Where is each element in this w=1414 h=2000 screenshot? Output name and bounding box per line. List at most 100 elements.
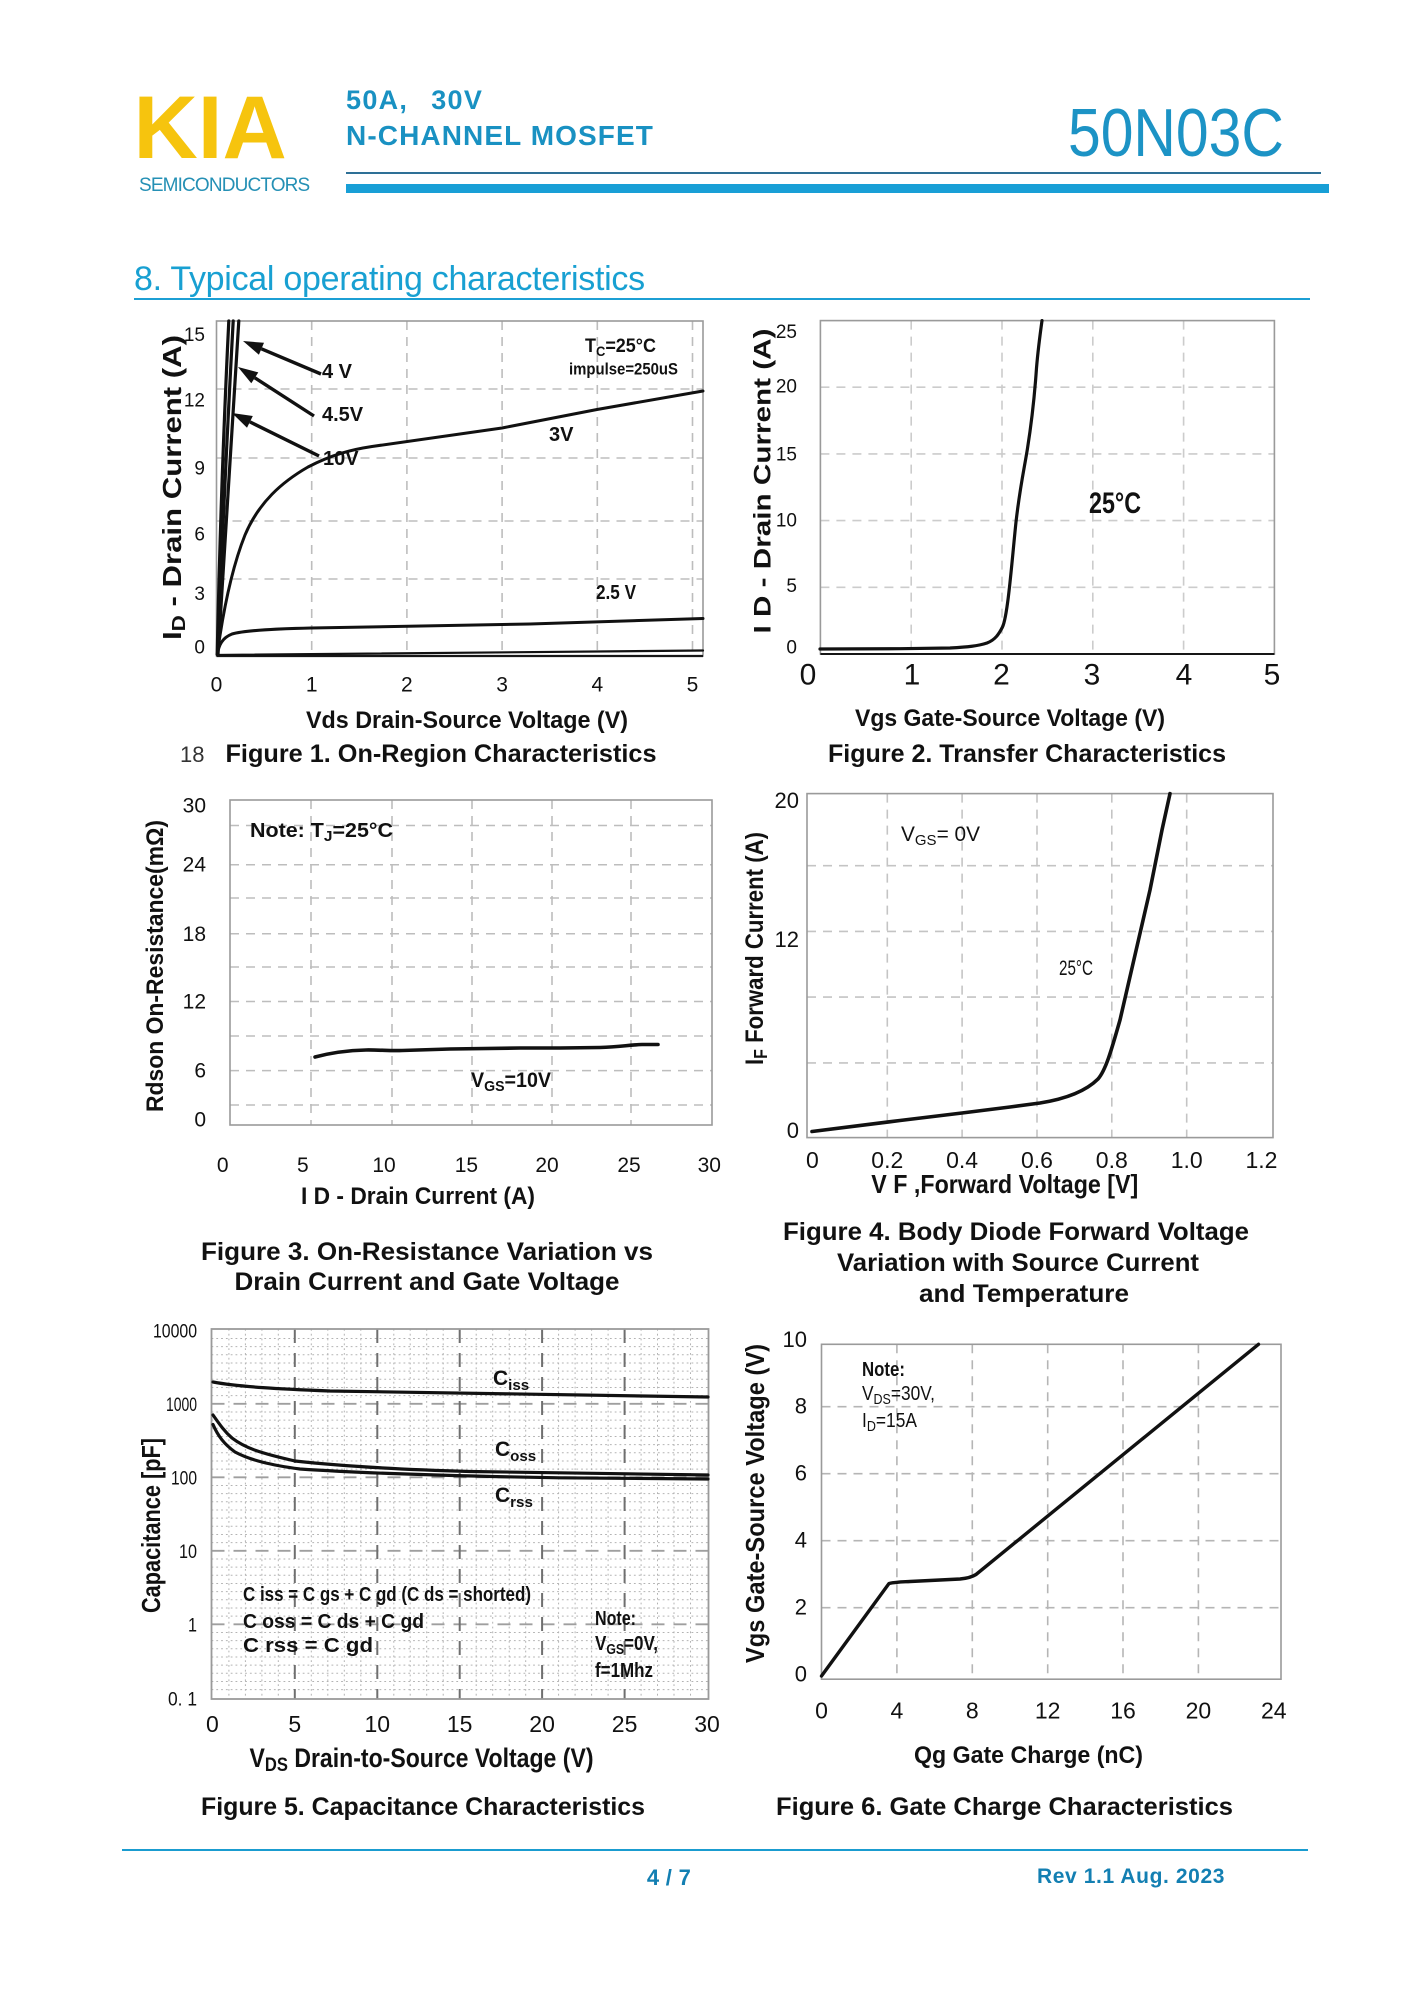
svg-text:Figure 4. Body Diode Forward V: Figure 4. Body Diode Forward Voltage	[783, 1218, 1249, 1246]
svg-text:Vds Drain-Source Voltage (V): Vds Drain-Source Voltage (V)	[306, 707, 628, 734]
svg-text:1: 1	[306, 674, 318, 697]
svg-text:0: 0	[806, 1147, 819, 1173]
svg-text:15: 15	[184, 325, 205, 346]
svg-text:VGS​=10V: VGS​=10V	[471, 1069, 551, 1095]
svg-text:2: 2	[401, 674, 413, 697]
svg-text:0: 0	[787, 1118, 799, 1143]
svg-text:0. 1: 0. 1	[168, 1689, 197, 1711]
svg-text:VGS​=0V,: VGS​=0V,	[595, 1633, 658, 1658]
svg-text:0: 0	[786, 637, 797, 658]
svg-text:0: 0	[194, 1109, 206, 1132]
svg-text:Rdson On-Resistance(mΩ): Rdson On-Resistance(mΩ)	[142, 820, 169, 1112]
svg-text:Drain Current and Gate Voltage: Drain Current and Gate Voltage	[235, 1268, 620, 1296]
svg-text:6: 6	[194, 1060, 206, 1083]
svg-text:1: 1	[188, 1614, 197, 1636]
svg-text:Figure 1. On-Region Characteri: Figure 1. On-Region Characteristics	[226, 740, 657, 768]
svg-text:Coss​: Coss​	[495, 1438, 536, 1465]
svg-text:24: 24	[1261, 1698, 1287, 1724]
svg-text:8: 8	[795, 1394, 807, 1419]
svg-text:30: 30	[698, 1154, 721, 1177]
svg-text:15: 15	[455, 1154, 478, 1177]
svg-text:20: 20	[776, 377, 797, 398]
svg-text:1.2: 1.2	[1246, 1147, 1278, 1173]
svg-text:2.5 V: 2.5 V	[596, 582, 637, 604]
svg-text:4: 4	[591, 674, 603, 697]
svg-text:Figure 3. On-Resistance Variat: Figure 3. On-Resistance Variation vs	[201, 1238, 653, 1266]
svg-text:Capacitance [pF]: Capacitance [pF]	[136, 1438, 166, 1613]
svg-text:Qg Gate Charge (nC): Qg Gate Charge (nC)	[914, 1742, 1143, 1769]
svg-text:impulse=250uS: impulse=250uS	[569, 360, 678, 379]
svg-text:3V: 3V	[549, 424, 574, 446]
svg-text:5: 5	[297, 1154, 309, 1177]
svg-text:0: 0	[800, 659, 817, 692]
svg-text:IF​ Forward Current (A): IF​ Forward Current (A)	[741, 832, 771, 1065]
svg-text:C iss = C gs + C gd (C ds = sh: C iss = C gs + C gd (C ds = shorted)	[243, 1584, 531, 1606]
svg-text:0.2: 0.2	[871, 1147, 903, 1173]
svg-text:25: 25	[776, 322, 797, 343]
svg-text:10: 10	[372, 1154, 395, 1177]
svg-text:Figure 2. Transfer Characteris: Figure 2. Transfer Characteristics	[828, 740, 1226, 768]
svg-text:0.6: 0.6	[1021, 1147, 1053, 1173]
svg-text:1: 1	[904, 659, 921, 692]
svg-text:12: 12	[184, 391, 205, 412]
svg-text:8: 8	[966, 1698, 979, 1724]
svg-text:16: 16	[1110, 1698, 1136, 1724]
svg-text:and Temperature: and Temperature	[919, 1280, 1129, 1308]
svg-text:25: 25	[612, 1711, 638, 1737]
svg-text:TC​=25°C: TC​=25°C	[585, 336, 656, 359]
svg-text:ID​ - Drain Current (A): ID​ - Drain Current (A)	[157, 335, 189, 640]
svg-text:10: 10	[783, 1327, 807, 1352]
svg-text:3: 3	[194, 584, 205, 605]
svg-text:10: 10	[179, 1541, 197, 1563]
svg-text:100: 100	[171, 1467, 197, 1489]
svg-text:V F ,Forward Voltage [V]: V F ,Forward Voltage [V]	[871, 1169, 1138, 1199]
svg-text:I D - Drain Current (A): I D - Drain Current (A)	[301, 1183, 535, 1210]
svg-text:25°C: 25°C	[1089, 487, 1141, 520]
svg-text:Vgs Gate-Source Voltage (V): Vgs Gate-Source Voltage (V)	[855, 705, 1165, 732]
svg-text:15: 15	[776, 444, 797, 465]
svg-text:Figure 6. Gate Charge Characte: Figure 6. Gate Charge Characteristics	[776, 1793, 1233, 1821]
svg-text:12: 12	[775, 927, 799, 952]
svg-text:0: 0	[206, 1711, 219, 1737]
svg-text:10: 10	[365, 1711, 391, 1737]
svg-text:25: 25	[617, 1154, 640, 1177]
svg-text:30: 30	[694, 1711, 720, 1737]
svg-text:4.5V: 4.5V	[322, 404, 364, 426]
svg-text:10: 10	[776, 511, 797, 532]
svg-text:2: 2	[795, 1595, 807, 1620]
svg-text:I D - Drain Current (A): I D - Drain Current (A)	[750, 329, 777, 634]
svg-text:VDS​=30V,: VDS​=30V,	[862, 1383, 935, 1408]
svg-text:20: 20	[775, 788, 799, 813]
svg-text:4: 4	[1176, 659, 1193, 692]
svg-text:20: 20	[535, 1154, 558, 1177]
svg-text:Note:: Note:	[595, 1608, 636, 1630]
svg-text:20: 20	[1186, 1698, 1212, 1724]
svg-text:0: 0	[211, 674, 223, 697]
svg-text:0: 0	[795, 1662, 807, 1687]
svg-text:Crss​: Crss​	[495, 1484, 533, 1511]
svg-text:30: 30	[183, 794, 206, 817]
svg-text:0.4: 0.4	[946, 1147, 978, 1173]
svg-text:0: 0	[815, 1698, 828, 1724]
svg-text:10V: 10V	[323, 448, 359, 470]
svg-text:VDS​ Drain-to-Source Voltage (: VDS​ Drain-to-Source Voltage (V)	[250, 1743, 594, 1776]
svg-text:3: 3	[1084, 659, 1101, 692]
svg-text:Note: TJ​=25°C: Note: TJ​=25°C	[250, 820, 393, 845]
svg-text:18: 18	[180, 742, 204, 767]
svg-text:f=1Mhz: f=1Mhz	[595, 1660, 653, 1682]
svg-text:0.8: 0.8	[1096, 1147, 1128, 1173]
svg-text:Vgs Gate-Source Voltage (V): Vgs Gate-Source Voltage (V)	[740, 1344, 770, 1663]
svg-text:Figure 5. Capacitance Characte: Figure 5. Capacitance Characteristics	[201, 1793, 645, 1821]
svg-text:10000: 10000	[153, 1320, 197, 1342]
svg-text:6: 6	[194, 525, 205, 546]
svg-text:C rss = C gd: C rss = C gd	[243, 1635, 373, 1657]
svg-text:5: 5	[786, 576, 797, 597]
svg-text:5: 5	[1264, 659, 1281, 692]
svg-text:15: 15	[447, 1711, 473, 1737]
svg-text:12: 12	[183, 991, 206, 1014]
svg-text:12: 12	[1035, 1698, 1061, 1724]
svg-text:0: 0	[194, 638, 205, 659]
svg-text:0: 0	[217, 1154, 229, 1177]
svg-text:C oss = C ds + C gd: C oss = C ds + C gd	[243, 1611, 424, 1633]
svg-text:1.0: 1.0	[1171, 1147, 1203, 1173]
